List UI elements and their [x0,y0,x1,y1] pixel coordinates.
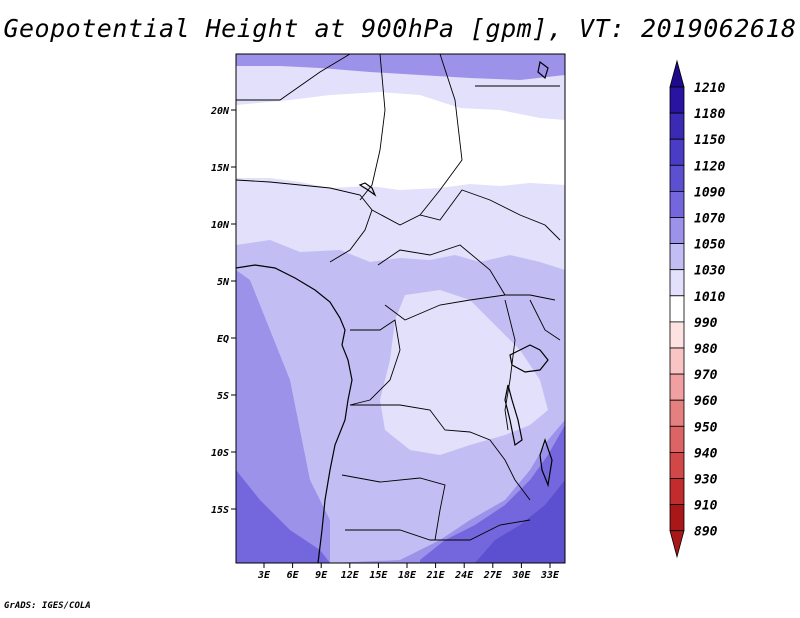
lon-tick-label: 30E [511,570,531,581]
colorbar-segment [669,269,685,297]
colorbar-label: 1070 [694,212,725,227]
colorbar-label: 940 [694,446,718,461]
colorbar-label: 1030 [694,264,725,279]
colorbar-label: 950 [694,420,718,435]
colorbar-label: 990 [694,316,718,331]
colorbar-label: 890 [694,525,718,540]
border-5 [236,179,373,263]
lon-tick-label: 15E [369,570,388,581]
border-1 [236,54,351,101]
colorbar-segment [669,399,685,427]
colorbar-label: 1090 [694,185,725,200]
colorbar-label: 910 [694,499,718,514]
border-12 [345,519,531,541]
border-3 [419,54,463,216]
colorbar-label: 1120 [694,159,725,174]
lake-chad [358,182,377,197]
lon-tick-label: 21E [426,570,446,581]
colorbar-label: 970 [694,368,718,383]
latitude-axis: 20N 15N 10N 5N EQ 5S 10S 15S [210,106,236,516]
colorbar-segment [669,86,685,114]
lon-tick-label: 33E [540,570,560,581]
colorbar-label: 1210 [694,81,725,96]
lat-tick-label: 5N [217,277,230,288]
border-10 [350,404,531,501]
region-1070-sw [236,470,330,563]
colorbar-segment [669,112,685,140]
lat-tick-label: 20N [210,106,230,117]
colorbar: 1210 1180 1150 1120 1090 1070 1050 1030 1010 990 9… [669,59,725,559]
colorbar-segment [669,217,685,245]
colorbar-segment [669,451,685,479]
colorbar-label: 1010 [694,290,725,305]
border-7 [377,244,556,301]
chart-title: Geopotential Height at 900hPa [gpm], VT:… [3,14,797,43]
colorbar-cap-bottom [669,530,685,559]
lon-tick-label: 12E [341,570,360,581]
colorbar-cap-top [669,59,685,88]
red-sea-fragment [537,60,549,80]
border-8 [384,294,506,321]
contour-fill [236,54,565,563]
region-1050-north [236,54,565,80]
colorbar-label: 960 [694,394,718,409]
region-990 [236,92,565,190]
lon-tick-label: 24E [454,570,474,581]
lat-tick-label: 10N [211,220,230,231]
map-frame [235,53,566,564]
region-1090-se [475,480,565,563]
border-13 [504,299,516,431]
grads-credit: GrADS: IGES/COLA [4,601,91,611]
colorbar-label: 1050 [694,238,725,253]
colorbar-segment [669,321,685,349]
border-14 [529,299,561,341]
colorbar-segment [669,295,685,323]
colorbar-segment [669,504,685,532]
border-9 [349,319,401,406]
region-1010-nw [236,54,300,105]
lat-tick-label: 10S [211,448,229,459]
colorbar-segment [669,138,685,166]
colorbar-segment [669,190,685,218]
colorbar-segment [669,425,685,453]
colorbar-label: 1150 [694,133,725,148]
longitude-axis: 3E 6E 9E 12E 15E 18E 21E 24E 27E 30E 33E [257,563,560,581]
lat-tick-label: 15N [211,163,230,174]
lat-tick-label: EQ [217,334,229,345]
border-11 [341,474,446,541]
lake-victoria [509,344,549,373]
colorbar-segment [669,478,685,506]
colorbar-segment [669,243,685,271]
lat-tick-label: 15S [211,505,229,516]
boundaries [236,54,561,563]
lat-tick-label: 5S [217,391,229,402]
lon-tick-label: 9E [315,570,328,581]
colorbar-segment [669,164,685,192]
border-6 [371,189,561,241]
lon-tick-label: 27E [483,570,503,581]
colorbar-segment [669,347,685,375]
colorbar-label: 980 [694,342,718,357]
colorbar-label: 930 [694,473,718,488]
lon-tick-label: 18E [398,570,417,581]
west-coastline [236,264,353,563]
lon-tick-label: 3E [257,570,271,581]
lon-tick-label: 6E [287,570,300,581]
lake-malawi [539,438,553,488]
colorbar-segment [669,373,685,401]
colorbar-label: 1180 [694,107,725,122]
lake-tanganyika [504,384,523,447]
